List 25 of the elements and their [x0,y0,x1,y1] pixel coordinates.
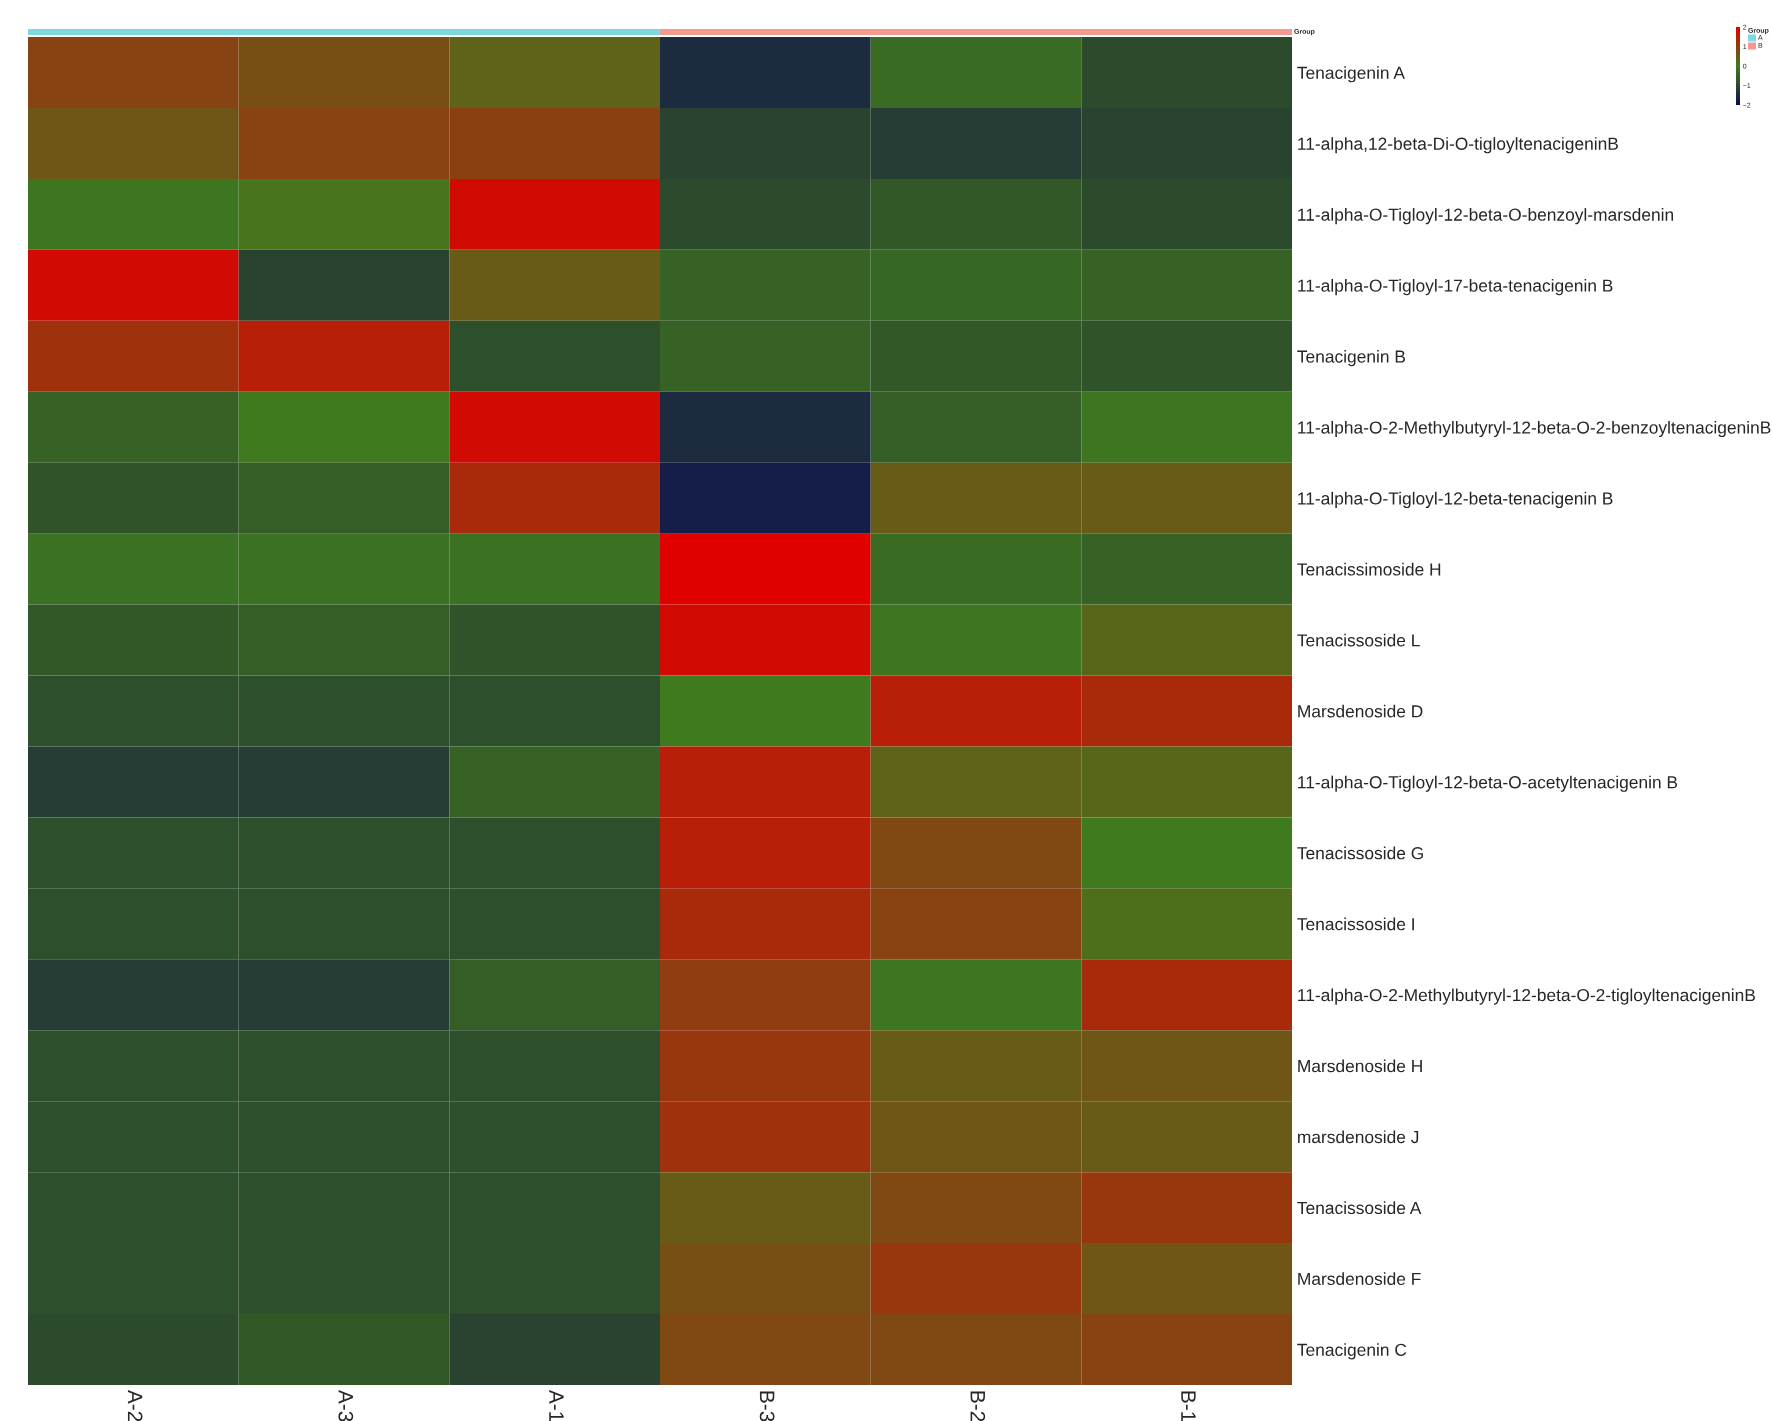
y-tick-label: Tenacissoside L [1297,633,1420,647]
x-tick-label: A-3 [338,1389,354,1421]
y-tick-label: Tenacigenin A [1297,66,1405,83]
x-tick-label: B-3 [759,1391,775,1421]
y-tick-label: marsdenoside J [1298,1130,1419,1144]
y-tick-label: 11-alpha-O-Tigloyl-12-beta-tenacigenin B [1298,491,1613,509]
y-tick-label: 11-alpha-O-Tigloyl-12-beta-O-acetyltenacigenin B [1298,775,1678,792]
x-tick-label: A-1 [549,1389,564,1421]
y-tick-label: Tenacissimoside H [1297,562,1441,576]
y-tick-label: Marsdenoside F [1298,1272,1421,1286]
y-tick-label: 11-alpha-O-2-Methylbutyryl-12-beta-O-2-tigloyltenacigeninB [1298,988,1755,1005]
x-tick-label: B-2 [970,1391,986,1421]
x-tick-label: B-1 [1181,1391,1196,1421]
x-tick-label: A-2 [127,1389,143,1421]
y-tick-label: Tenacigenin C [1297,1343,1407,1360]
y-tick-label: Marsdenoside D [1298,704,1423,718]
y-tick-label: Tenacissoside I [1297,917,1414,931]
y-tick-label: Marsdenoside H [1298,1059,1422,1073]
y-tick-label: 11-alpha-O-2-Methylbutyryl-12-beta-O-2-benzoyltenacigeninB [1298,420,1771,438]
y-tick-label: 11-alpha,12-beta-Di-O-tigloyltenacigeninB [1298,137,1618,154]
y-tick-label: Tenacissoside G [1297,846,1423,860]
y-tick-label: Tenacigenin B [1297,349,1405,367]
y-tick-label: 11-alpha-O-Tigloyl-17-beta-tenacigenin B [1298,279,1613,296]
y-tick-label: Tenacissoside A [1297,1201,1422,1215]
y-tick-label: 11-alpha-O-Tigloyl-12-beta-O-benzoyl-marsdenin [1298,208,1674,225]
